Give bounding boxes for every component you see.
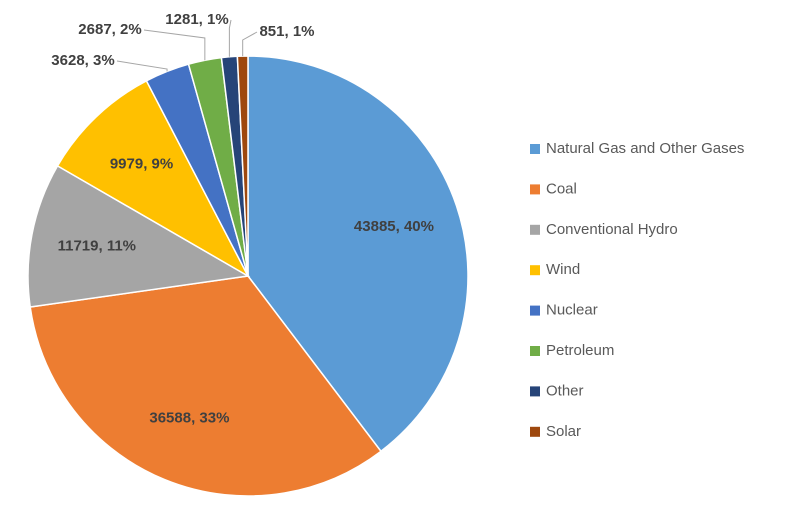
data-label: 3628, 3% bbox=[51, 52, 114, 69]
data-label: 43885, 40% bbox=[354, 218, 434, 235]
legend-swatch bbox=[530, 265, 540, 276]
legend-swatch bbox=[530, 426, 540, 437]
legend-swatch bbox=[530, 184, 540, 195]
pie-slice bbox=[247, 55, 469, 453]
data-label: 2687, 2% bbox=[78, 21, 141, 38]
legend-text: Nuclear bbox=[546, 302, 598, 319]
legend-text: Natural Gas and Other Gases bbox=[546, 140, 744, 157]
legend-text: Petroleum bbox=[546, 342, 614, 359]
legend-text: Conventional Hydro bbox=[546, 221, 678, 238]
data-label: 9979, 9% bbox=[110, 156, 173, 173]
legend-swatch bbox=[530, 144, 540, 154]
legend-swatch bbox=[530, 346, 540, 356]
legend-text: Other bbox=[546, 382, 584, 399]
legend-swatch bbox=[530, 224, 540, 235]
legend-swatch bbox=[530, 305, 540, 316]
leader-line bbox=[228, 19, 232, 57]
leader-line bbox=[143, 29, 206, 61]
legend-text: Coal bbox=[546, 180, 577, 197]
data-label: 851, 1% bbox=[259, 23, 314, 40]
pie-slice bbox=[29, 275, 382, 497]
legend-swatch bbox=[530, 386, 540, 397]
leader-line bbox=[242, 31, 258, 57]
pie-slice bbox=[236, 55, 249, 277]
leader-line bbox=[116, 60, 168, 72]
data-label: 36588, 33% bbox=[149, 409, 229, 426]
pie-slice bbox=[56, 79, 250, 278]
pie-slice bbox=[27, 164, 251, 308]
legend-text: Solar bbox=[546, 423, 581, 440]
data-label: 1281, 1% bbox=[165, 11, 228, 28]
legend-text: Wind bbox=[546, 261, 580, 278]
data-label: 11719, 11% bbox=[58, 238, 136, 255]
